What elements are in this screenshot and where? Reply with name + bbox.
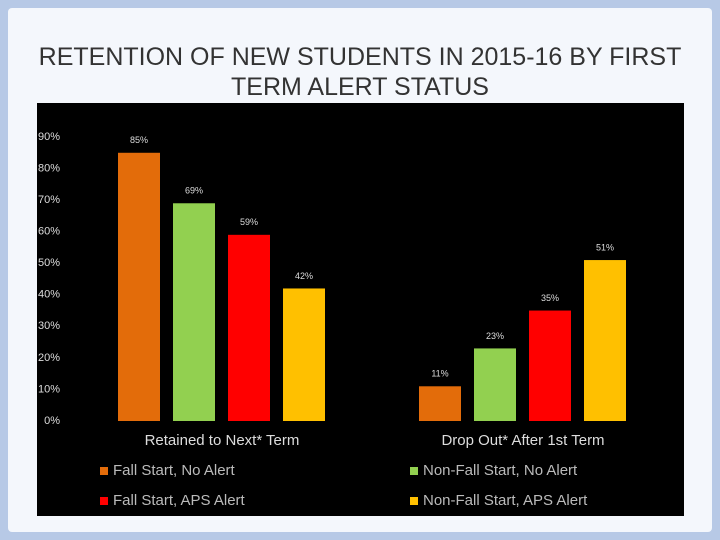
bar xyxy=(419,386,461,421)
data-label: 69% xyxy=(185,186,203,196)
bar xyxy=(118,152,160,421)
data-label: 85% xyxy=(130,135,148,145)
legend-label: Non-Fall Start, No Alert xyxy=(423,462,578,479)
y-tick-label: 50% xyxy=(38,257,60,269)
data-label: 51% xyxy=(596,242,614,252)
data-label: 59% xyxy=(240,217,258,227)
bar xyxy=(584,260,626,421)
y-tick-label: 0% xyxy=(44,415,60,427)
data-label: 23% xyxy=(486,331,504,341)
bar xyxy=(474,348,516,421)
y-tick-label: 90% xyxy=(38,131,60,143)
y-tick-label: 20% xyxy=(38,352,60,364)
y-tick-label: 60% xyxy=(38,226,60,238)
chart-title: RETENTION OF NEW STUDENTS IN 2015-16 BY … xyxy=(38,43,682,101)
x-tick-label: Retained to Next* Term xyxy=(145,432,300,449)
bar xyxy=(228,234,270,421)
legend-label: Fall Start, No Alert xyxy=(113,462,236,479)
y-tick-label: 30% xyxy=(38,320,60,332)
y-tick-label: 10% xyxy=(38,383,60,395)
legend-swatch xyxy=(100,497,108,505)
legend-label: Non-Fall Start, APS Alert xyxy=(423,492,588,509)
y-tick-label: 80% xyxy=(38,162,60,174)
legend-swatch xyxy=(410,467,418,475)
legend-label: Fall Start, APS Alert xyxy=(113,492,246,509)
y-tick-label: 70% xyxy=(38,194,60,206)
bar xyxy=(173,203,215,421)
data-label: 11% xyxy=(431,369,448,379)
legend-swatch xyxy=(100,467,108,475)
y-tick-label: 40% xyxy=(38,289,60,301)
bar xyxy=(283,288,325,421)
legend-swatch xyxy=(410,497,418,505)
data-label: 35% xyxy=(541,293,559,303)
data-label: 42% xyxy=(295,271,313,281)
bar xyxy=(529,310,571,421)
x-tick-label: Drop Out* After 1st Term xyxy=(441,432,604,449)
